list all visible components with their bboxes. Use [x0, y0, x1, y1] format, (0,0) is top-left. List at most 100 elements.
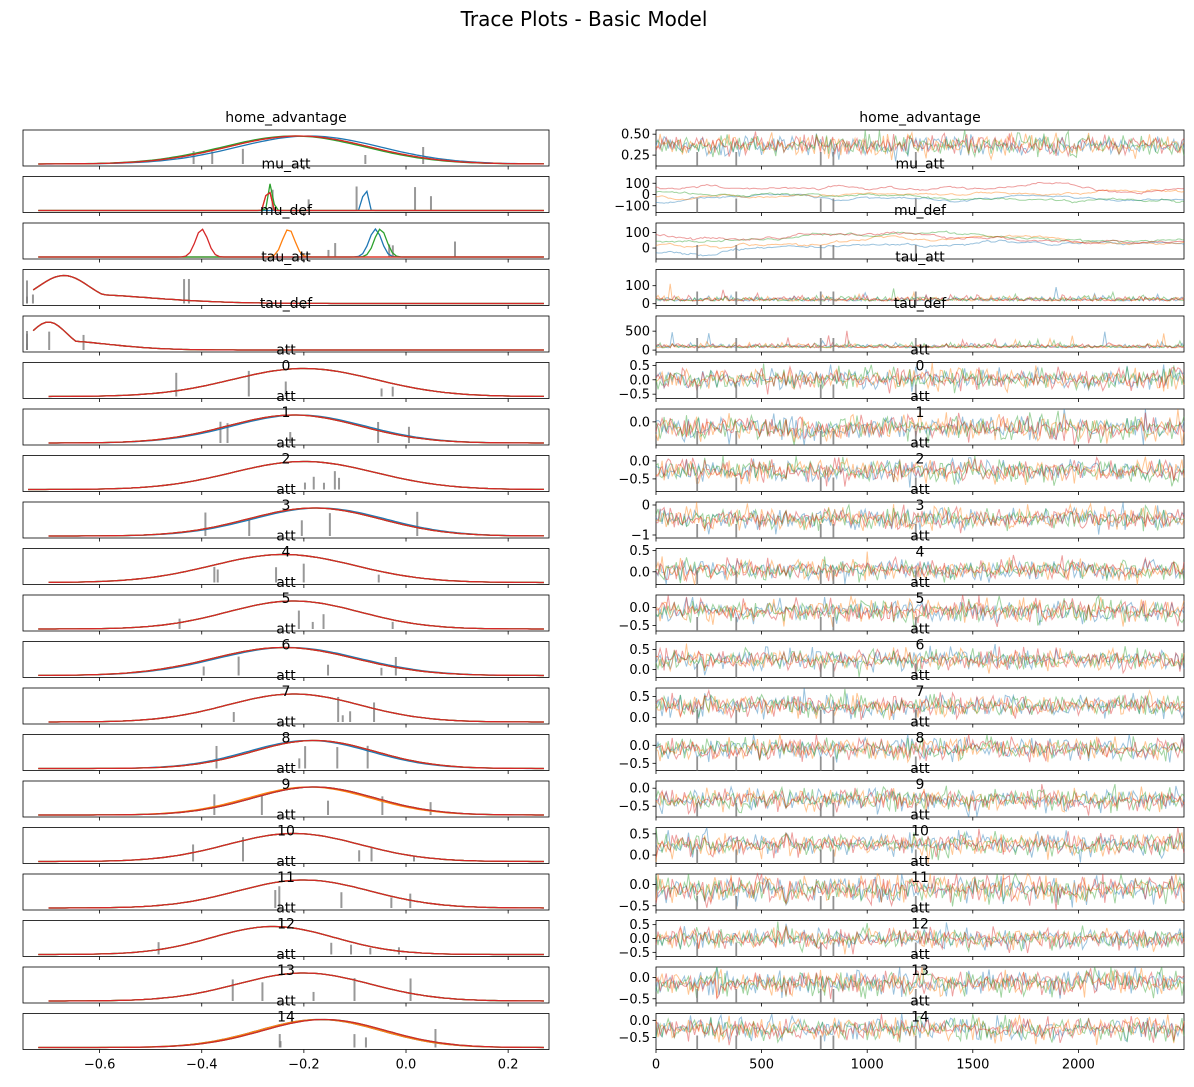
trace-line-chain-0	[655, 734, 1185, 763]
trace-panel-title: att	[910, 715, 930, 731]
trace-x-tick-label: 2000	[1062, 1058, 1095, 1073]
trace-panel-index: 7	[916, 684, 925, 700]
y-tick-label: 0.5	[629, 918, 650, 933]
trace-panel-index: 2	[916, 452, 925, 468]
kde-line-chain-3	[38, 228, 544, 258]
trace-line-chain-1	[655, 872, 1185, 906]
kde-axes-frame	[22, 966, 550, 1004]
y-tick-label: 0.0	[629, 373, 650, 388]
trace-axes-frame	[655, 873, 1185, 911]
trace-line-chain-3	[655, 734, 1185, 763]
kde-panel-index: 9	[282, 777, 291, 793]
kde-panel-title: att	[276, 668, 296, 684]
y-tick-label: 0.5	[629, 359, 650, 374]
kde-x-tick-label: 0.2	[498, 1058, 519, 1073]
kde-panel-title: att	[276, 482, 296, 498]
trace-line-chain-3	[655, 827, 1185, 859]
trace-axes-frame	[655, 129, 1185, 167]
y-tick-label: −1	[631, 529, 650, 544]
kde-panel-title: att	[276, 947, 296, 963]
panel-row-0: home_advantage 0.25 0.50 home_advantage	[22, 110, 1185, 170]
kde-panel: mu_att	[22, 157, 550, 216]
trace-panel-title: att	[910, 529, 930, 545]
trace-line-chain-2	[655, 688, 1185, 720]
trace-line-chain-0	[655, 922, 1185, 951]
panel-row-4: tau_def 0 500 tau_def	[22, 296, 1185, 359]
kde-panel-title: att	[276, 436, 296, 452]
trace-line-chain-1	[655, 595, 1185, 627]
trace-panel-title: att	[910, 994, 930, 1010]
trace-panel-title: tau_att	[895, 250, 945, 266]
kde-panel: tau_def	[22, 296, 550, 356]
trace-line-chain-2	[655, 872, 1185, 907]
y-tick-label: −0.5	[618, 757, 650, 772]
kde-panel-index: 7	[282, 684, 291, 700]
kde-axes-frame	[22, 269, 550, 306]
y-tick-label: 0.5	[629, 827, 650, 842]
trace-line-chain-1	[655, 1014, 1185, 1046]
y-tick-label: −0.5	[618, 992, 650, 1007]
trace-line-chain-3	[655, 925, 1185, 955]
trace-line-chain-2	[655, 966, 1185, 999]
trace-axes-frame	[655, 920, 1185, 957]
trace-line-chain-1	[655, 643, 1185, 674]
trace-x-tick-label: 1500	[956, 1058, 989, 1073]
trace-line-chain-3	[655, 688, 1185, 721]
kde-axes-frame	[22, 734, 550, 771]
trace-line-chain-2	[655, 288, 1185, 302]
y-tick-label: −0.5	[618, 899, 650, 914]
trace-line-chain-0	[655, 331, 1185, 349]
kde-panel-index: 12	[277, 917, 295, 933]
kde-panel-title: att	[276, 622, 296, 638]
y-tick-label: 100	[625, 177, 650, 192]
kde-panel-title: home_advantage	[225, 110, 346, 126]
trace-panel-index: 12	[911, 917, 929, 933]
trace-line-chain-2	[655, 1014, 1185, 1044]
trace-line-chain-0	[655, 1013, 1185, 1043]
kde-panel-index: 8	[282, 731, 291, 747]
kde-panel-index: 3	[282, 498, 291, 514]
trace-line-chain-2	[655, 503, 1185, 532]
trace-line-chain-2	[655, 921, 1185, 954]
y-tick-label: 0.5	[629, 544, 650, 559]
trace-axes-frame	[655, 1013, 1185, 1050]
kde-line-chain-3	[38, 191, 544, 212]
trace-line-chain-1	[655, 283, 1185, 303]
kde-panel-title: att	[276, 715, 296, 731]
trace-panel-title: att	[910, 947, 930, 963]
trace-line-chain-3	[655, 131, 1185, 158]
trace-panel-index: 9	[916, 777, 925, 793]
kde-line-chain-3	[38, 925, 544, 956]
trace-panel-title: att	[910, 343, 930, 359]
kde-line-chain-3	[32, 274, 544, 305]
kde-line-chain-3	[48, 414, 544, 444]
trace-line-chain-0	[655, 133, 1185, 162]
kde-panel-title: mu_def	[260, 203, 313, 219]
trace-line-chain-2	[655, 410, 1185, 446]
trace-line-chain-3	[655, 1014, 1185, 1046]
trace-line-chain-1	[655, 501, 1185, 532]
kde-axes-frame	[22, 1013, 550, 1050]
trace-line-chain-0	[655, 239, 1185, 257]
trace-line-chain-0	[655, 596, 1185, 626]
trace-panel: 0 100 tau_att	[625, 250, 1185, 312]
kde-panel-index: 5	[282, 591, 291, 607]
y-tick-label: 0	[642, 499, 650, 514]
